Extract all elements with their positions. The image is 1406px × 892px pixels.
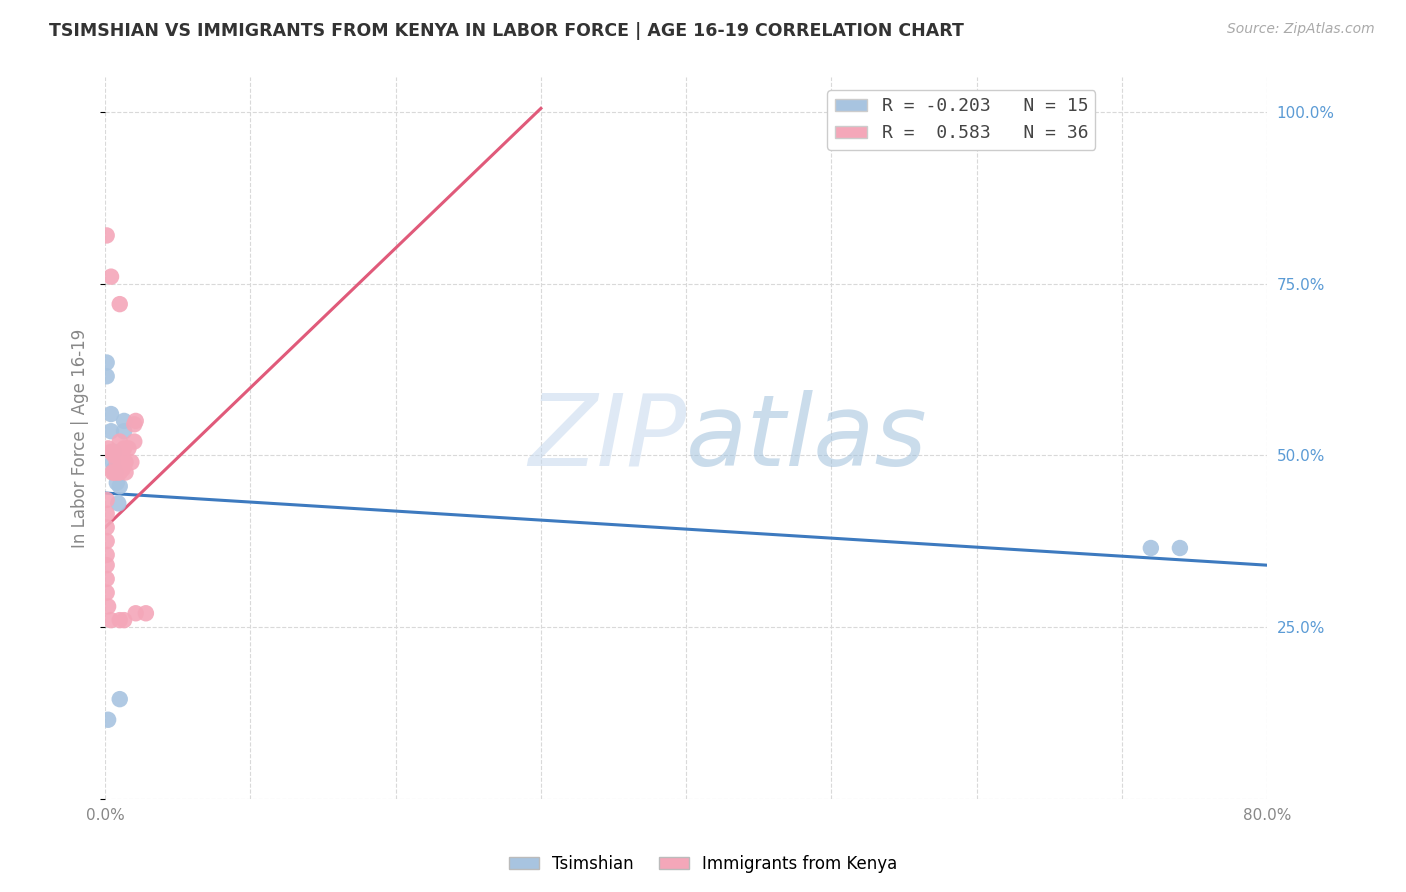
Point <box>111 462 134 476</box>
Point <box>135 607 157 621</box>
Point <box>96 507 118 521</box>
Point <box>125 414 148 428</box>
Point <box>100 424 122 438</box>
Point <box>100 445 122 459</box>
Point <box>96 558 118 573</box>
Point <box>122 434 145 449</box>
Point <box>96 572 118 586</box>
Point <box>125 607 148 621</box>
Point <box>122 417 145 432</box>
Point <box>112 613 135 627</box>
Point <box>114 455 136 469</box>
Point <box>100 407 122 421</box>
Text: atlas: atlas <box>686 390 928 487</box>
Point <box>96 492 118 507</box>
Point <box>100 613 122 627</box>
Text: ZIP: ZIP <box>527 390 686 487</box>
Point <box>105 455 128 469</box>
Point <box>117 442 139 456</box>
Legend: R = -0.203   N = 15, R =  0.583   N = 36: R = -0.203 N = 15, R = 0.583 N = 36 <box>827 90 1095 150</box>
Point <box>107 448 129 462</box>
Text: TSIMSHIAN VS IMMIGRANTS FROM KENYA IN LABOR FORCE | AGE 16-19 CORRELATION CHART: TSIMSHIAN VS IMMIGRANTS FROM KENYA IN LA… <box>49 22 965 40</box>
Point <box>108 434 131 449</box>
Point <box>101 455 124 469</box>
Point <box>114 466 136 480</box>
Text: Source: ZipAtlas.com: Source: ZipAtlas.com <box>1227 22 1375 37</box>
Point <box>110 455 132 469</box>
Point <box>103 445 125 459</box>
Point <box>120 455 142 469</box>
Point <box>96 534 118 549</box>
Point <box>108 692 131 706</box>
Point <box>112 414 135 428</box>
Point <box>108 466 131 480</box>
Point <box>104 466 127 480</box>
Point <box>107 496 129 510</box>
Point <box>97 442 120 456</box>
Point <box>105 475 128 490</box>
Y-axis label: In Labor Force | Age 16-19: In Labor Force | Age 16-19 <box>72 328 89 548</box>
Point <box>96 355 118 369</box>
Point <box>96 369 118 384</box>
Point <box>108 479 131 493</box>
Point <box>108 297 131 311</box>
Legend: Tsimshian, Immigrants from Kenya: Tsimshian, Immigrants from Kenya <box>502 848 904 880</box>
Point <box>97 713 120 727</box>
Point <box>107 466 129 480</box>
Point <box>100 269 122 284</box>
Point <box>103 462 125 476</box>
Point <box>103 466 125 480</box>
Point <box>1168 541 1191 555</box>
Point <box>96 520 118 534</box>
Point <box>97 599 120 614</box>
Point <box>103 448 125 462</box>
Point <box>112 424 135 438</box>
Point <box>96 585 118 599</box>
Point <box>96 228 118 243</box>
Point <box>101 466 124 480</box>
Point <box>104 466 127 480</box>
Point <box>108 613 131 627</box>
Point <box>96 548 118 562</box>
Point <box>112 442 135 456</box>
Point <box>1140 541 1163 555</box>
